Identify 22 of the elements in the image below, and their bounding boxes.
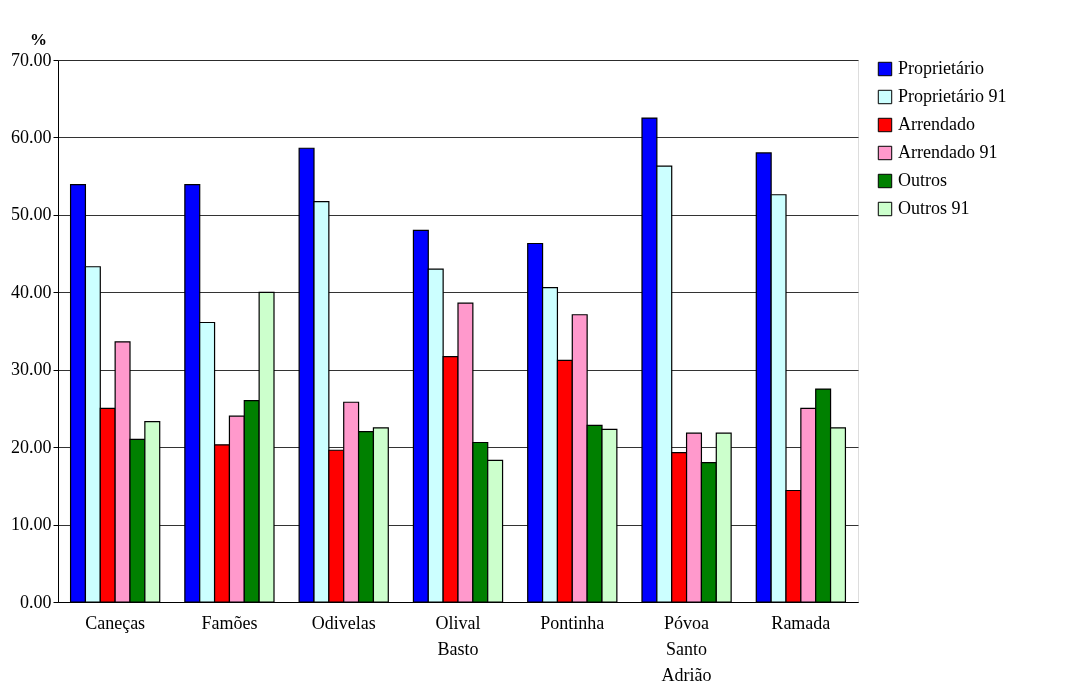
- legend-label: Outros: [898, 170, 947, 190]
- y-axis-title: %: [30, 29, 47, 49]
- y-tick-label: 30.00: [11, 359, 52, 380]
- y-tick-label: 20.00: [11, 436, 52, 457]
- y-tick-label: 40.00: [11, 281, 52, 302]
- x-tick-label: Famões: [201, 612, 258, 633]
- y-tick-label: 50.00: [11, 204, 52, 225]
- x-tick-label: Odivelas: [311, 612, 376, 633]
- legend-label: Proprietário 91: [898, 86, 1007, 106]
- x-tick-label: Póvoa Santo Adrião: [661, 612, 712, 685]
- legend-label: Arrendado 91: [898, 142, 998, 162]
- legend-label: Proprietário: [898, 58, 984, 78]
- y-tick-label: 60.00: [11, 126, 52, 147]
- legend-label: Outros 91: [898, 198, 970, 218]
- x-tick-label: Caneças: [85, 612, 146, 633]
- legend-label: Arrendado: [898, 114, 975, 134]
- y-tick-label: 70.00: [11, 49, 52, 70]
- y-tick-label: 0.00: [20, 591, 52, 612]
- x-tick-label: Olival Basto: [435, 612, 481, 659]
- x-tick-label: Ramada: [771, 612, 831, 633]
- x-tick-label: Pontinha: [540, 612, 605, 633]
- y-tick-label: 10.00: [11, 514, 52, 535]
